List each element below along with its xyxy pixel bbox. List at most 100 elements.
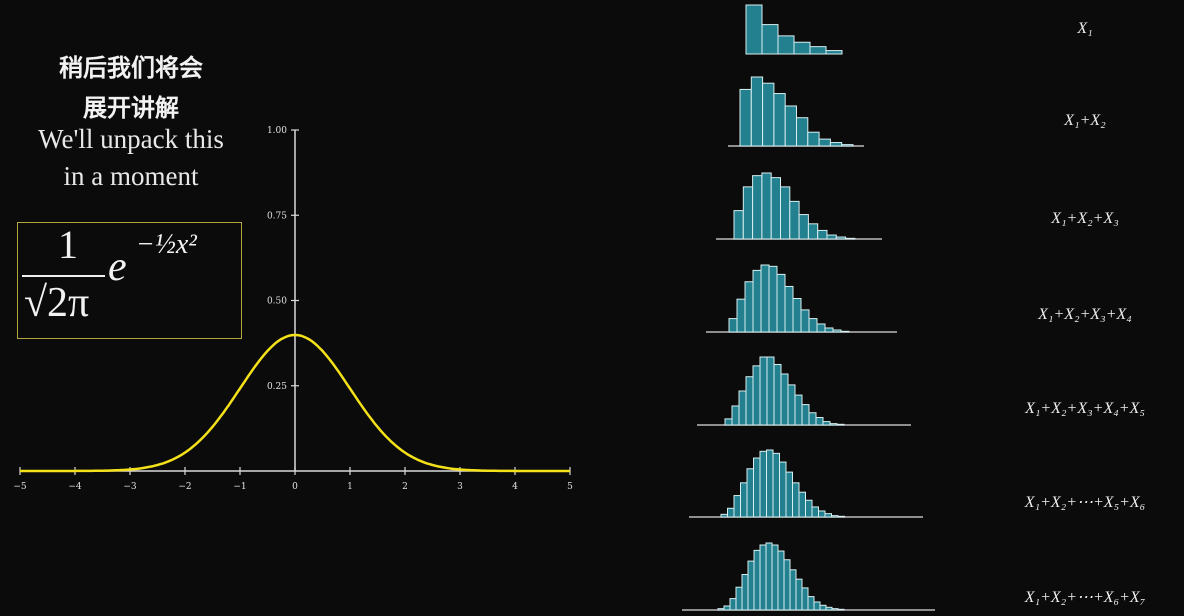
histogram-bar (817, 229, 828, 240)
histogram-bar (773, 363, 782, 426)
x-tick-label: 0 (292, 482, 298, 492)
histogram-bar (826, 234, 837, 240)
histogram-bar (792, 298, 802, 333)
histogram-bar (811, 506, 819, 518)
histogram-bar (819, 604, 827, 611)
histogram-bar (829, 142, 843, 147)
histogram-bar (845, 237, 856, 240)
histogram-bar (809, 46, 827, 55)
histogram-label: X₁+X₂+⋯+X₆+X₇ (1024, 589, 1146, 606)
histogram-bar (831, 515, 839, 518)
histogram-bar (741, 573, 749, 611)
formula-denominator: √2π (24, 280, 90, 326)
histogram-bar (746, 468, 754, 518)
formula-numerator: 1 (58, 222, 78, 267)
histogram-bar (736, 298, 746, 333)
histogram-bar (744, 281, 754, 333)
histogram-bar (807, 223, 819, 240)
x-tick-label: 5 (567, 482, 573, 492)
histogram-bar (766, 449, 774, 518)
x-tick-label: −3 (123, 482, 137, 492)
histogram-bar (760, 264, 770, 333)
histogram-bar (720, 513, 728, 518)
histogram-bar (759, 544, 767, 611)
formula-base: e (108, 244, 127, 290)
histogram-bar (784, 105, 798, 147)
x-tick-label: −4 (68, 482, 82, 492)
histogram-bar (753, 457, 761, 518)
histogram-bar (724, 418, 733, 426)
x-tick-label: 2 (402, 482, 408, 492)
histogram-bar (789, 569, 797, 611)
histogram-bar (780, 186, 791, 240)
histogram-bar (739, 88, 752, 147)
histogram-bar (816, 323, 826, 333)
histogram-bar (770, 177, 782, 240)
histogram-bar (727, 507, 735, 518)
histogram-bar (805, 499, 813, 518)
histogram-bar (793, 41, 811, 55)
y-tick-label: 0.25 (267, 382, 287, 392)
histogram-bar (753, 549, 761, 611)
histogram-label: X₁+X₂+X₃+X₄ (1038, 306, 1132, 323)
histogram-bar (825, 50, 843, 55)
histogram-bar (808, 318, 818, 333)
histogram-bar (818, 510, 826, 518)
fraction-bar (22, 275, 105, 277)
x-tick-label: 1 (347, 482, 353, 492)
histogram-bar (766, 356, 775, 426)
x-tick-label: −5 (13, 482, 27, 492)
histogram-bar (840, 330, 850, 333)
histogram-bar (762, 82, 775, 147)
histogram-bar (815, 417, 824, 426)
histogram-bar (752, 175, 763, 240)
y-tick-label: 0.50 (267, 297, 287, 307)
histogram-bar (759, 356, 768, 426)
histogram-label: X₁+X₂+X₃+X₄+X₅ (1025, 400, 1145, 417)
histogram-bar (733, 210, 744, 240)
histogram-bar (813, 601, 821, 611)
caption-zh-line1: 稍后我们将会 (59, 54, 203, 82)
histogram-bar (731, 405, 740, 426)
histogram-label: X₁+X₂ (1064, 112, 1106, 129)
x-tick-label: −1 (233, 482, 246, 492)
histogram-bar (745, 376, 754, 426)
histogram-bar (747, 560, 755, 611)
histogram-bar (837, 515, 845, 518)
histogram-bar (801, 404, 810, 426)
histogram-bar (837, 608, 845, 611)
histogram-label: X₁ (1077, 20, 1093, 37)
histogram-bar (729, 598, 737, 611)
histogram-bar (772, 452, 780, 518)
x-tick-label: −2 (178, 482, 191, 492)
caption-zh-line2: 展开讲解 (83, 94, 179, 122)
histogram-bar (822, 421, 831, 426)
x-tick-label: 4 (512, 482, 518, 492)
histogram-bar (780, 373, 789, 426)
histogram-bar (742, 186, 754, 240)
histogram-bar (738, 390, 747, 426)
histogram-bar (735, 586, 743, 611)
histogram-label: X₁+X₂+⋯+X₅+X₆ (1024, 494, 1146, 511)
histogram-bar (777, 35, 795, 55)
histogram-bar (785, 471, 793, 518)
histogram-bar (773, 93, 786, 147)
x-tick-label: 3 (457, 482, 463, 492)
histogram-bar (836, 423, 845, 426)
histogram-bar (761, 24, 779, 55)
histogram-bar (745, 4, 763, 55)
histogram-bar (733, 495, 741, 518)
histogram-bar (798, 491, 806, 518)
formula-exponent: −½x² (136, 229, 197, 260)
histogram-bar (750, 76, 764, 147)
histogram-bar (825, 606, 833, 611)
caption-en-line1: We'll unpack this (38, 124, 224, 154)
histogram-bar (835, 236, 847, 240)
caption-en-line2: in a moment (63, 161, 199, 191)
histogram-bar (841, 144, 854, 147)
normal-density-formula: 1 √2π e −½x² (17, 222, 242, 339)
histogram-bar (800, 309, 810, 333)
histogram-bar (807, 131, 820, 147)
histogram-bar (771, 544, 779, 611)
